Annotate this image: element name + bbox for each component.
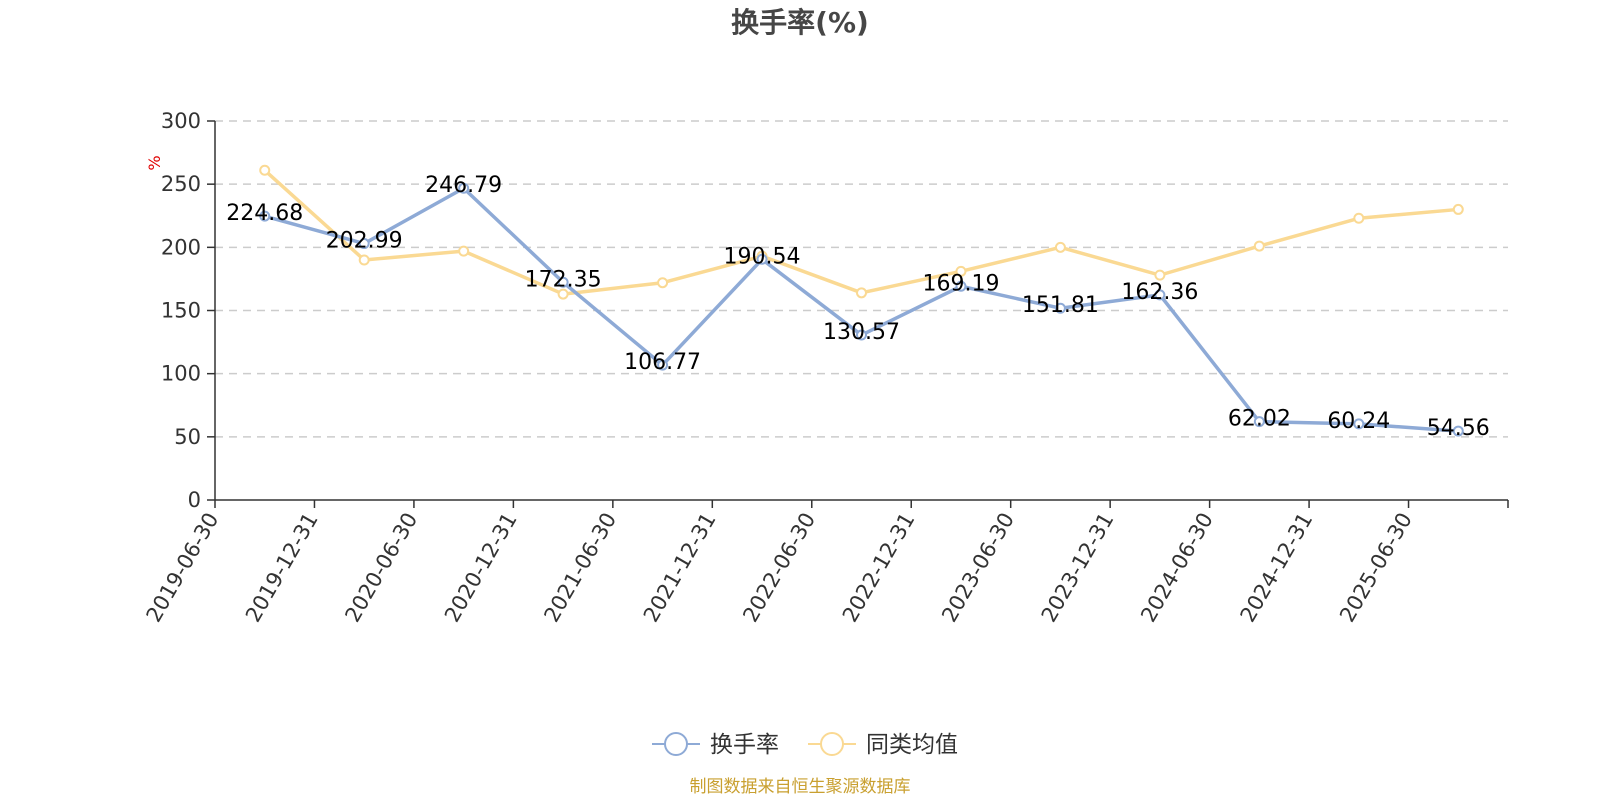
x-tick-label: 2025-06-30 xyxy=(1335,509,1417,627)
series-lines xyxy=(259,164,1464,437)
data-point xyxy=(458,182,470,194)
x-tick-label: 2019-06-30 xyxy=(142,509,224,627)
data-point xyxy=(1054,241,1066,253)
data-point xyxy=(358,254,370,266)
data-labels: 224.68 202.99 246.79 172.35 106.77 190.54 130.… xyxy=(226,173,1490,441)
data-point xyxy=(955,280,967,292)
data-point xyxy=(1353,212,1365,224)
data-point xyxy=(259,164,271,176)
data-point xyxy=(557,276,569,288)
data-point xyxy=(1154,269,1166,281)
x-tick-label: 2020-12-31 xyxy=(440,509,522,627)
x-tick-label: 2024-12-31 xyxy=(1236,509,1318,627)
y-tick-label: 300 xyxy=(161,109,201,133)
data-point xyxy=(955,265,967,277)
data-point xyxy=(1253,416,1265,428)
data-point xyxy=(856,329,867,341)
x-tick-label: 2019-12-31 xyxy=(241,509,323,627)
data-label: 106.77 xyxy=(624,350,701,375)
data-label: 130.57 xyxy=(823,320,900,345)
data-point xyxy=(458,245,470,257)
data-label: 246.79 xyxy=(425,173,502,198)
data-label: 151.81 xyxy=(1022,293,1099,318)
data-point xyxy=(1353,418,1365,430)
y-tick-label: 100 xyxy=(161,362,201,386)
y-tick-label: 50 xyxy=(174,425,201,449)
x-tick-label: 2021-12-31 xyxy=(639,509,721,627)
data-point xyxy=(1452,425,1464,437)
data-point xyxy=(657,359,669,371)
data-label: 60.24 xyxy=(1327,409,1390,434)
y-tick-label: 150 xyxy=(161,299,201,323)
data-point xyxy=(358,238,370,250)
legend-label: 换手率 xyxy=(710,732,779,758)
data-label: 172.35 xyxy=(525,267,602,292)
data-point xyxy=(557,288,569,300)
data-label: 162.36 xyxy=(1121,280,1198,305)
grid-lines xyxy=(215,120,1508,438)
x-tick-label: 2023-12-31 xyxy=(1037,509,1119,627)
x-tick-label: 2023-06-30 xyxy=(937,509,1019,627)
data-point xyxy=(1054,302,1066,314)
y-axis-unit: % xyxy=(145,155,164,170)
legend[interactable]: 换手率 同类均值 xyxy=(652,732,958,758)
data-label: 190.54 xyxy=(724,244,801,269)
data-point xyxy=(657,277,669,289)
y-tick-label: 250 xyxy=(161,172,201,196)
data-point xyxy=(1253,240,1265,252)
data-label: 202.99 xyxy=(326,229,403,254)
source-note: 制图数据来自恒生聚源数据库 xyxy=(690,777,911,797)
data-point xyxy=(856,287,867,299)
data-point xyxy=(1452,203,1464,215)
x-tick-label: 2022-12-31 xyxy=(838,508,920,626)
data-label: 62.02 xyxy=(1228,407,1291,432)
x-tick-label: 2021-06-30 xyxy=(539,509,621,627)
legend-marker xyxy=(820,732,844,756)
data-point xyxy=(1154,289,1166,301)
x-tick-label: 2020-06-30 xyxy=(340,509,422,627)
data-label: 54.56 xyxy=(1427,416,1490,441)
x-tick-label: 2024-06-30 xyxy=(1136,509,1218,627)
legend-label: 同类均值 xyxy=(866,732,958,758)
x-tick-label: 2022-06-30 xyxy=(738,509,820,627)
data-label: 169.19 xyxy=(922,271,999,296)
data-label: 224.68 xyxy=(226,201,303,226)
chart-title: 换手率(%) xyxy=(731,6,869,39)
data-point xyxy=(259,210,271,222)
y-tick-label: 0 xyxy=(188,488,201,512)
series-line xyxy=(264,186,1459,433)
data-point xyxy=(756,253,768,265)
y-tick-label: 200 xyxy=(161,235,201,259)
legend-marker xyxy=(664,732,688,756)
